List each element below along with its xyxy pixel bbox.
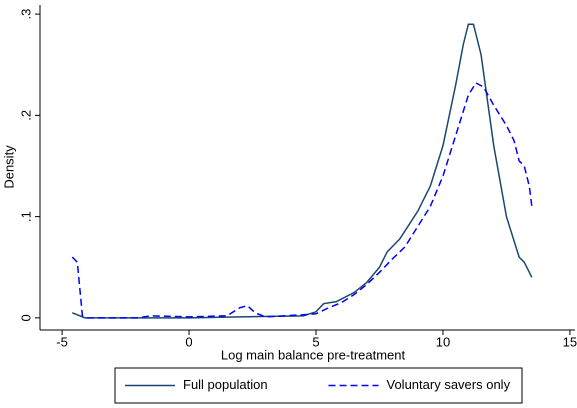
y-tick-label: .3: [18, 9, 33, 20]
x-tick-label: -5: [56, 334, 68, 349]
y-tick-label: .1: [18, 211, 33, 222]
x-tick-label: 5: [312, 334, 319, 349]
y-axis-label: Density: [1, 145, 16, 189]
x-tick-label: 0: [185, 334, 192, 349]
x-axis-label: Log main balance pre-treatment: [221, 347, 406, 362]
y-tick-label: 0: [18, 314, 33, 321]
series-line: [71, 81, 533, 319]
legend-box: [114, 367, 523, 404]
x-tick-label: 10: [436, 334, 450, 349]
x-tick-label: 15: [563, 334, 577, 349]
y-tick-label: .2: [18, 110, 33, 121]
legend-label: Voluntary savers only: [387, 377, 511, 392]
series-line: [71, 23, 533, 319]
legend-label: Full population: [183, 377, 268, 392]
